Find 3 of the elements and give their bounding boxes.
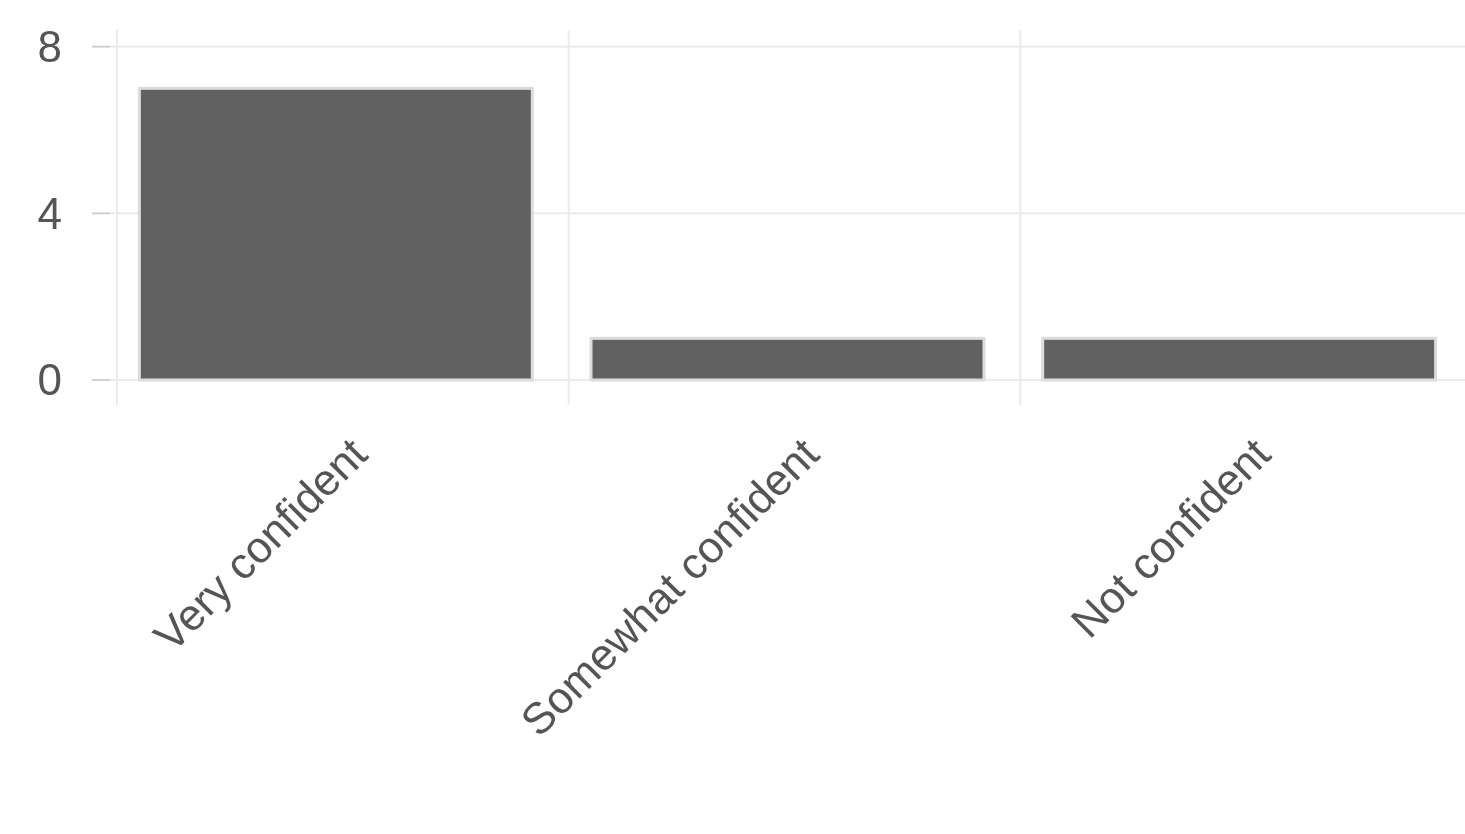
y-tick-label: 0 xyxy=(37,355,62,405)
y-tick-label: 4 xyxy=(37,188,62,238)
y-tick-label: 8 xyxy=(37,22,62,72)
